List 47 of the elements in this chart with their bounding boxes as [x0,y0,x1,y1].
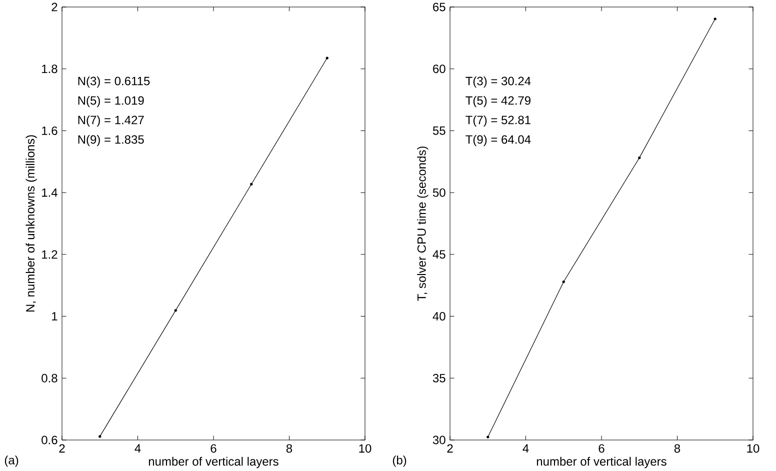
point [250,182,253,186]
x-tick-label: 4 [522,444,529,452]
x-tick-label: 2 [59,444,65,453]
y-tick-label: 2 [52,2,58,12]
x-tick-label: 6 [210,444,216,453]
y-tick-label: 1.8 [42,64,58,74]
x-tick-label: 10 [747,444,760,453]
x-axis-title: number of vertical layers [148,456,278,468]
x-tick-label: 4 [134,444,141,452]
y-tick-label: 40 [432,312,446,321]
y-tick-label: 1.6 [42,126,58,135]
annotation: N(3) = 0.6115 [78,76,150,88]
annotation: T(9) = 64.04 [466,134,531,146]
annotation: N(7) = 1.427 [78,115,144,127]
y-tick-label: 35 [432,374,446,382]
y-tick-label: 0.6 [42,436,58,444]
y-tick-label: 0.8 [42,374,58,382]
x-tick-label: 2 [447,444,453,453]
x-axis-title: number of vertical layers [536,456,666,468]
x-tick-label: 8 [286,444,292,453]
point [98,435,102,438]
y-axis-title: T, solver CPU time (seconds) [417,146,428,301]
annotation: T(3) = 30.24 [466,76,531,88]
y-tick-label: 60 [433,64,446,74]
y-axis-title: N, number of unknowns (millions) [26,135,37,312]
annotation: N(5) = 1.019 [78,96,144,108]
point [714,18,716,20]
y-tick-label: 30 [432,436,446,444]
x-tick-label: 10 [359,444,372,453]
y-tick-label: 1 [52,312,58,320]
text: (a) [4,456,18,467]
y-tick-label: 65 [433,2,446,12]
y-tick-label: 1.4 [42,188,58,197]
text: (b) [392,456,406,467]
annotation: N(9) = 1.835 [78,134,144,146]
y-tick-label: 1.2 [42,250,58,259]
x-tick-label: 8 [674,444,680,453]
y-tick-label: 55 [432,126,446,135]
point [174,309,177,312]
y-tick-label: 50 [432,188,446,197]
point [486,436,490,438]
x-tick-label: 6 [598,444,604,453]
annotation: T(7) = 52.81 [466,115,530,127]
point [562,280,565,284]
y-tick-label: 45 [432,250,446,259]
annotation: T(5) = 42.79 [466,96,530,108]
point [326,56,328,60]
